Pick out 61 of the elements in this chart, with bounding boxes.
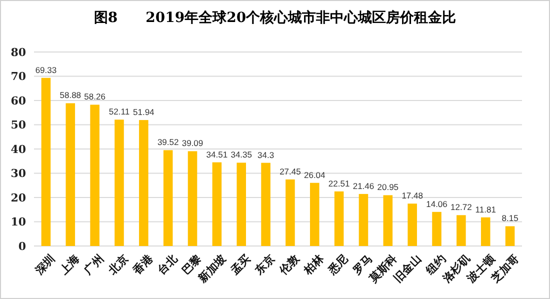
bar (334, 191, 344, 246)
data-label: 34.3 (258, 150, 274, 160)
x-tick-label: 北京 (105, 252, 131, 278)
bar (66, 103, 76, 246)
bar (432, 212, 442, 246)
bar (236, 162, 246, 246)
data-label: 51.94 (133, 107, 155, 118)
x-tick-label: 香港 (130, 252, 156, 278)
x-tick-label: 伦敦 (276, 252, 302, 278)
bar (408, 204, 417, 246)
x-tick-label: 孟买 (227, 252, 253, 278)
x-tick-label: 深圳 (32, 252, 58, 278)
data-label: 27.45 (280, 166, 302, 176)
data-label: 39.09 (182, 138, 204, 148)
y-tick-label: 70 (10, 70, 26, 84)
y-tick-label: 30 (10, 167, 26, 180)
data-label: 17.48 (402, 190, 424, 201)
data-label: 12.72 (450, 202, 472, 212)
x-tick-label: 柏林 (300, 252, 327, 278)
data-label: 39.52 (157, 137, 179, 148)
data-label: 26.04 (304, 170, 326, 180)
bar (90, 104, 100, 246)
chart-title: 图8 2019年全球20个核心城市非中心城区房价租金比 (94, 9, 456, 26)
x-tick-label: 悉尼 (325, 252, 351, 278)
bar (163, 150, 173, 246)
x-tick-label: 上海 (56, 252, 82, 278)
bar (114, 120, 124, 246)
bar (286, 179, 295, 246)
x-tick-label: 台北 (154, 252, 180, 278)
data-label: 34.51 (206, 149, 228, 160)
y-tick-label: 0 (18, 240, 26, 253)
data-label: 14.06 (426, 198, 448, 209)
bar (261, 162, 270, 246)
data-label: 58.26 (84, 92, 106, 102)
bar (383, 195, 393, 246)
bar (456, 215, 466, 246)
bar (139, 120, 148, 246)
y-tick-label: 40 (10, 142, 26, 156)
y-tick-label: 50 (10, 118, 26, 132)
data-label: 22.51 (328, 178, 350, 188)
y-tick-label: 10 (10, 216, 26, 229)
y-tick-label: 60 (10, 94, 26, 108)
data-label: 52.11 (108, 106, 130, 117)
data-label: 20.95 (377, 182, 399, 192)
bar (212, 162, 222, 246)
x-tick-label: 广州 (80, 252, 106, 278)
bar (41, 78, 51, 246)
bar (310, 182, 320, 246)
data-label: 11.81 (475, 204, 496, 214)
data-label: 34.35 (230, 150, 252, 160)
data-label: 21.46 (352, 180, 374, 191)
bar (505, 226, 515, 246)
data-label: 58.88 (60, 90, 82, 100)
bar (188, 151, 198, 246)
y-tick-label: 80 (10, 46, 26, 59)
x-tick-label: 东京 (252, 252, 278, 278)
data-label: 69.33 (35, 64, 57, 75)
y-tick-label: 20 (10, 191, 26, 204)
data-label: 8.15 (502, 213, 519, 224)
bar (480, 217, 490, 246)
bar (358, 194, 368, 246)
